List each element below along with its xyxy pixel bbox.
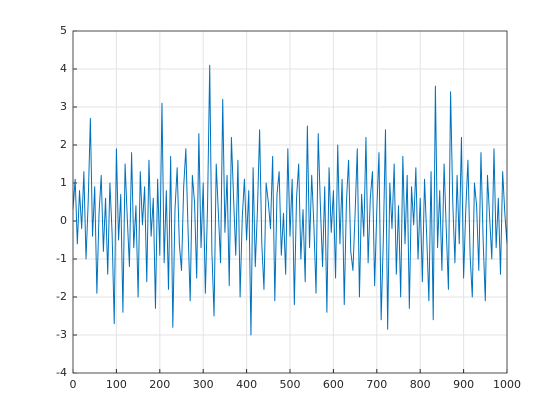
y-tick-label: -2 (56, 290, 67, 303)
x-tick-label: 100 (106, 378, 127, 391)
y-tick-label: 3 (60, 100, 67, 113)
x-tick-label: 300 (193, 378, 214, 391)
x-tick-label: 600 (323, 378, 344, 391)
y-tick-label: 0 (60, 214, 67, 227)
x-tick-label: 1000 (493, 378, 521, 391)
y-tick-label: 5 (60, 24, 67, 37)
line-series (72, 64, 508, 336)
x-tick-label: 0 (70, 378, 77, 391)
y-tick-label: 2 (60, 138, 67, 151)
y-tick-label: -1 (56, 252, 67, 265)
x-tick-label: 400 (236, 378, 257, 391)
x-tick-label: 700 (366, 378, 387, 391)
y-tick-label: 4 (60, 62, 67, 75)
y-tick-label: -3 (56, 328, 67, 341)
x-tick-label: 200 (149, 378, 170, 391)
y-tick-label: -4 (56, 366, 67, 379)
x-tick-label: 800 (410, 378, 431, 391)
x-tick-label: 500 (280, 378, 301, 391)
y-tick-label: 1 (60, 176, 67, 189)
x-tick-label: 900 (453, 378, 474, 391)
axes-box (72, 30, 508, 374)
